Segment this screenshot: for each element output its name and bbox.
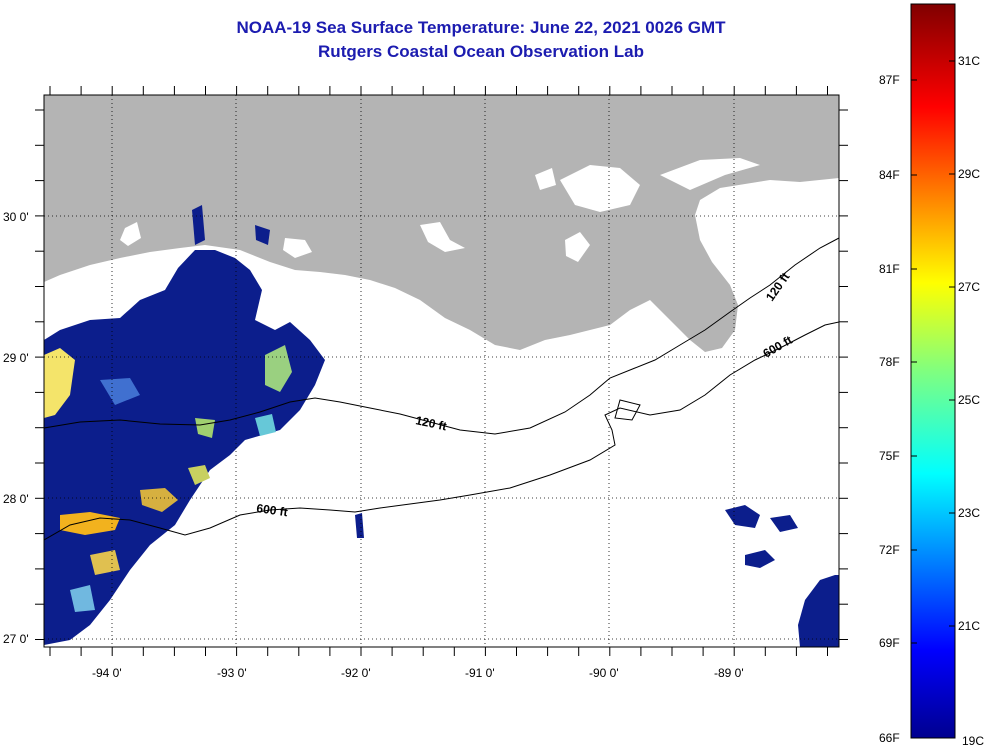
colorbar-gradient: [910, 3, 956, 739]
lat-label: 29 0': [3, 351, 29, 365]
land-mass: [44, 95, 839, 352]
lake: [120, 222, 141, 246]
warm-water: [140, 488, 178, 512]
colorbar-f-label: 84F: [879, 168, 900, 182]
contour-line: [44, 321, 839, 541]
lake: [420, 222, 465, 252]
warm-water: [265, 345, 292, 392]
sst-patch: [255, 225, 270, 245]
warm-water: [60, 512, 120, 535]
lon-label: -90 0': [589, 666, 619, 680]
lake: [560, 165, 640, 212]
colorbar-c-label: 23C: [958, 506, 980, 520]
map-title: NOAA-19 Sea Surface Temperature: June 22…: [236, 18, 726, 37]
lat-label: 30 0': [3, 210, 29, 224]
lake: [744, 226, 755, 270]
lake: [565, 232, 590, 262]
lon-label: -93 0': [217, 666, 247, 680]
colorbar-f-label: 69F: [879, 636, 900, 650]
map-subtitle: Rutgers Coastal Ocean Observation Lab: [318, 42, 644, 61]
sst-patch: [725, 505, 760, 528]
lake: [535, 168, 556, 190]
contour-label: 600 ft: [256, 501, 289, 519]
warm-water: [44, 348, 75, 418]
lon-label: -89 0': [714, 666, 744, 680]
warm-water: [90, 550, 120, 575]
sst-patch: [192, 205, 205, 245]
lat-label: 28 0': [3, 492, 29, 506]
colorbar-c-label: 19C: [962, 734, 984, 748]
warm-water: [188, 465, 210, 485]
colorbar-f-label: 75F: [879, 449, 900, 463]
colorbar-f-label: 81F: [879, 262, 900, 276]
map-border: [43, 94, 840, 648]
colorbar-c-label: 27C: [958, 280, 980, 294]
warm-water: [100, 378, 140, 405]
contour-line: [44, 237, 839, 435]
colorbar-c-label: 21C: [958, 619, 980, 633]
colorbar-f-label: 66F: [879, 731, 900, 745]
colorbar-f-label: 78F: [879, 355, 900, 369]
axis-ticks: [35, 86, 848, 656]
colorbar-ticks: [911, 60, 955, 644]
contour-label: 120 ft: [414, 413, 448, 433]
warm-water: [255, 414, 276, 436]
contour-line: [614, 399, 641, 421]
sst-patch: [44, 250, 325, 645]
colorbar-f-label: 72F: [879, 543, 900, 557]
lake: [283, 238, 312, 258]
sst-patch: [798, 575, 839, 647]
sst-patch: [770, 515, 798, 532]
lon-label: -91 0': [465, 666, 495, 680]
colorbar: 87F 84F 81F 78F 75F 72F 69F 66F 31C 29C …: [879, 3, 984, 748]
latitude-labels: 30 0' 29 0' 28 0' 27 0': [3, 210, 29, 646]
warm-water: [70, 585, 95, 612]
lake: [660, 158, 760, 190]
graticule: [44, 95, 839, 647]
colorbar-f-label: 87F: [879, 73, 900, 87]
lat-label: 27 0': [3, 632, 29, 646]
colorbar-c-label: 25C: [958, 393, 980, 407]
sst-patch: [355, 513, 364, 538]
longitude-labels: -94 0' -93 0' -92 0' -91 0' -90 0' -89 0…: [92, 666, 744, 680]
colorbar-c-label: 31C: [958, 54, 980, 68]
sst-patch: [745, 550, 775, 568]
lon-label: -94 0': [92, 666, 122, 680]
lon-label: -92 0': [341, 666, 371, 680]
colorbar-c-label: 29C: [958, 167, 980, 181]
